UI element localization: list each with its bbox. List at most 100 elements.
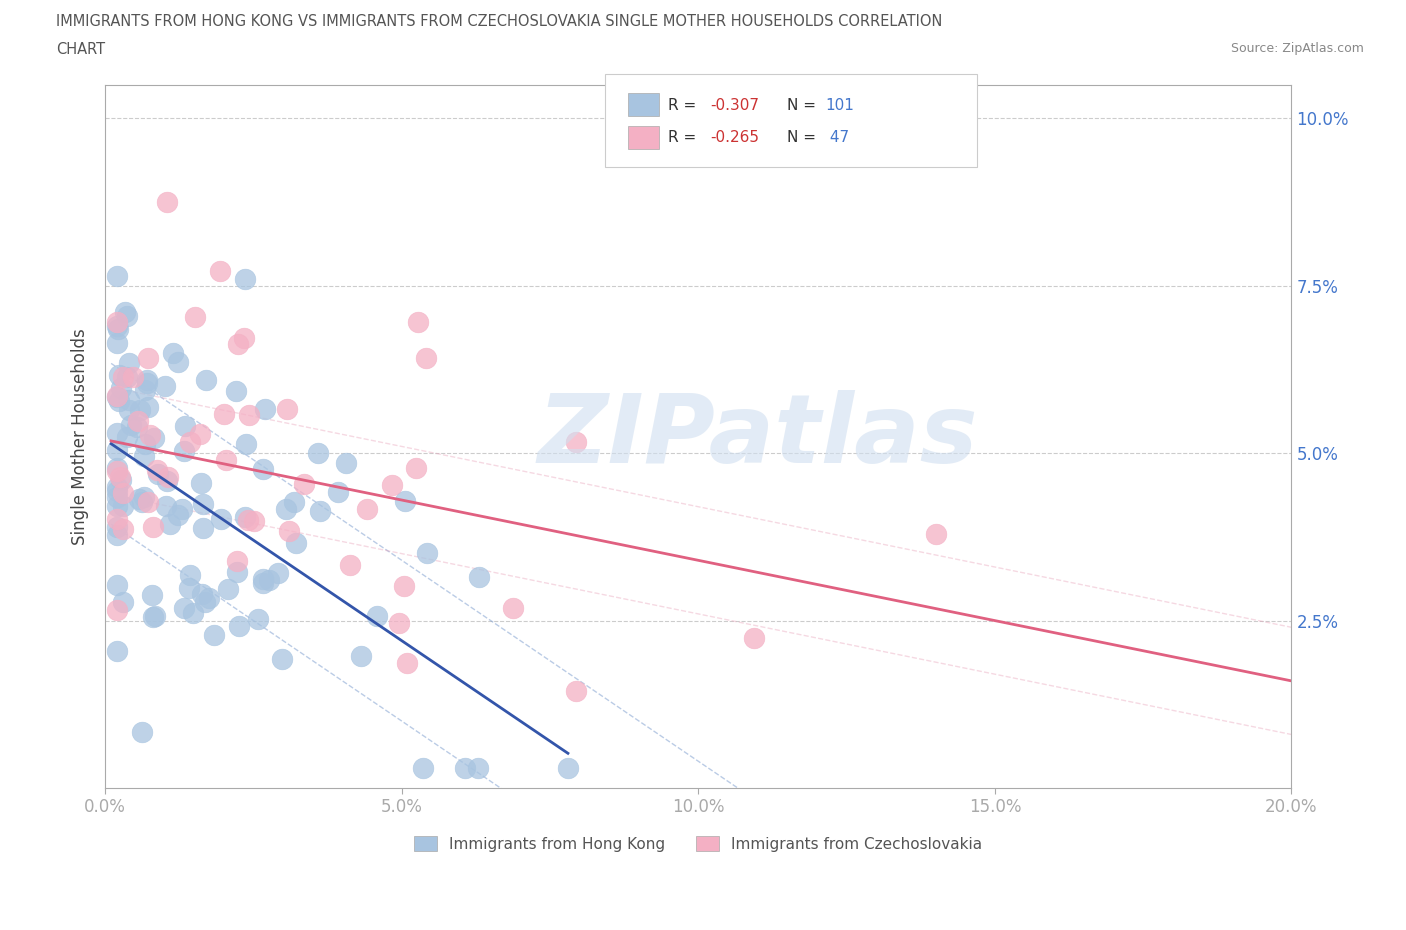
Point — [214, 406, 236, 421]
Point — [127, 413, 149, 428]
Point — [557, 761, 579, 776]
Point — [181, 605, 204, 620]
Point — [107, 322, 129, 337]
Text: CHART: CHART — [56, 42, 105, 57]
Point — [226, 337, 249, 352]
Text: -0.307: -0.307 — [710, 98, 759, 113]
Point — [105, 527, 128, 542]
Point — [270, 652, 292, 667]
Point — [198, 590, 221, 604]
Point — [173, 418, 195, 433]
Point — [233, 272, 256, 286]
Point — [146, 462, 169, 477]
Point — [502, 600, 524, 615]
Y-axis label: Single Mother Households: Single Mother Households — [72, 328, 89, 545]
Point — [120, 418, 142, 432]
Point — [156, 474, 179, 489]
Point — [226, 553, 249, 568]
Point — [217, 582, 239, 597]
Point — [233, 510, 256, 525]
Point — [209, 263, 232, 278]
Point — [105, 644, 128, 658]
Text: 101: 101 — [825, 98, 855, 113]
Point — [136, 399, 159, 414]
Point — [156, 194, 179, 209]
Point — [108, 367, 131, 382]
Point — [132, 489, 155, 504]
Point — [131, 494, 153, 509]
Point — [339, 558, 361, 573]
Point — [454, 761, 477, 776]
Point — [193, 520, 215, 535]
Point — [162, 345, 184, 360]
Point — [128, 492, 150, 507]
Point — [118, 392, 141, 407]
Point — [118, 403, 141, 418]
Point — [157, 469, 180, 484]
Point — [259, 573, 281, 588]
Point — [110, 381, 132, 396]
Point — [177, 581, 200, 596]
Point — [395, 656, 418, 671]
Point — [238, 512, 260, 527]
Point — [108, 470, 131, 485]
Text: R =: R = — [668, 98, 702, 113]
Point — [252, 575, 274, 590]
Point — [136, 495, 159, 510]
Point — [142, 431, 165, 445]
Point — [408, 315, 430, 330]
Point — [105, 269, 128, 284]
Point — [167, 354, 190, 369]
Point — [335, 456, 357, 471]
Point — [105, 318, 128, 333]
Point — [744, 631, 766, 645]
Point — [105, 389, 128, 404]
Point — [309, 503, 332, 518]
Point — [129, 403, 152, 418]
Point — [122, 370, 145, 385]
Point — [105, 426, 128, 441]
Point — [155, 499, 177, 514]
Point — [190, 475, 212, 490]
Point — [388, 616, 411, 631]
Point — [225, 565, 247, 579]
Text: Source: ZipAtlas.com: Source: ZipAtlas.com — [1230, 42, 1364, 55]
Point — [195, 373, 218, 388]
Point — [925, 526, 948, 541]
Point — [115, 309, 138, 324]
Point — [117, 355, 139, 370]
Point — [202, 628, 225, 643]
Point — [252, 461, 274, 476]
Text: ZIPatlas: ZIPatlas — [537, 390, 979, 483]
Point — [468, 569, 491, 584]
Point — [112, 498, 135, 513]
Point — [143, 609, 166, 624]
Point — [136, 376, 159, 391]
Point — [146, 467, 169, 482]
Point — [328, 485, 350, 499]
Point — [136, 373, 159, 388]
Point — [215, 453, 238, 468]
Point — [105, 336, 128, 351]
Point — [132, 448, 155, 463]
Point — [105, 479, 128, 494]
Point — [172, 501, 194, 516]
Point — [105, 461, 128, 476]
Point — [153, 379, 176, 393]
Point — [242, 513, 264, 528]
Point — [292, 476, 315, 491]
Point — [228, 618, 250, 633]
Point — [267, 565, 290, 580]
Point — [111, 485, 134, 500]
Point — [179, 434, 201, 449]
Point — [167, 508, 190, 523]
Point — [191, 497, 214, 512]
Point — [110, 472, 132, 487]
Text: N =: N = — [787, 130, 821, 145]
Text: R =: R = — [668, 130, 702, 145]
Text: -0.265: -0.265 — [710, 130, 759, 145]
Point — [191, 587, 214, 602]
Point — [112, 595, 135, 610]
Text: N =: N = — [787, 98, 821, 113]
Point — [105, 520, 128, 535]
